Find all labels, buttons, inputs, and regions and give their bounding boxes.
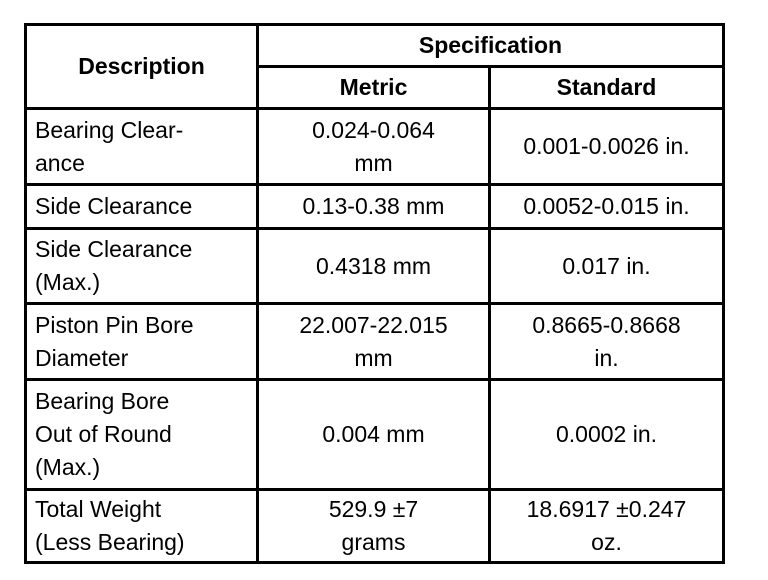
cell-line: ance: [35, 149, 85, 176]
cell-line: Out of Round: [35, 421, 172, 447]
cell-line: (Max.): [35, 269, 101, 295]
header-standard: Standard: [488, 65, 725, 110]
cell-line: 22.007-22.015: [299, 311, 448, 338]
metric-cell: 0.13-0.38 mm: [256, 183, 491, 230]
standard-cell: 0.0052-0.015 in.: [488, 183, 725, 230]
metric-cell: 0.004 mm: [256, 378, 491, 491]
header-metric: Metric: [256, 65, 491, 110]
cell-line: 0.017 in.: [562, 252, 651, 279]
standard-cell: 0.017 in.: [488, 227, 725, 305]
cell-line: 0.024-0.064: [312, 116, 435, 143]
header-description: Description: [24, 23, 259, 110]
metric-cell: 529.9 ±7 grams: [256, 488, 491, 564]
standard-cell: 0.0002 in.: [488, 378, 725, 491]
cell-line: (Max.): [35, 454, 101, 480]
cell-line: grams: [341, 529, 406, 555]
header-specification: Specification: [256, 23, 725, 68]
cell-line: 0.004 mm: [322, 421, 425, 447]
table-body: Bearing Clear-ance 0.024-0.064 mm 0.001-0.0…: [24, 107, 725, 564]
cell-line: mm: [354, 149, 393, 176]
cell-line: Piston Pin Bore: [35, 311, 194, 338]
cell-line: 0.001-0.0026 in.: [523, 133, 690, 159]
cell-line: 18.6917 ±0.247: [526, 496, 687, 522]
table-row: Piston Pin Bore Diameter 22.007-22.015 mm 0.…: [24, 302, 725, 381]
cell-line: Side Clearance: [35, 193, 193, 219]
cell-line: Bearing Bore: [35, 388, 170, 414]
metric-cell: 22.007-22.015 mm: [256, 302, 491, 381]
table-row: Bearing Clear-ance 0.024-0.064 mm 0.001-0.0…: [24, 107, 725, 186]
cell-line: Diameter: [35, 344, 129, 371]
cell-line: 529.9 ±7: [328, 496, 419, 522]
cell-line: 0.4318 mm: [315, 252, 432, 279]
standard-cell: 0.001-0.0026 in.: [488, 107, 725, 186]
table-row: Total Weight (Less Bearing) 529.9 ±7 grams 1…: [24, 488, 725, 564]
table-row: Bearing Bore Out of Round (Max.) 0.004 mm 0.…: [24, 378, 725, 491]
table-row: Side Clearance (Max.) 0.4318 mm 0.017 in.: [24, 227, 725, 305]
metric-cell: 0.024-0.064 mm: [256, 107, 491, 186]
cell-line: 0.0002 in.: [555, 421, 658, 447]
cell-line: mm: [354, 344, 393, 371]
description-cell: Side Clearance: [24, 183, 259, 230]
description-cell: Side Clearance (Max.): [24, 227, 259, 305]
cell-line: (Less Bearing): [35, 529, 185, 555]
cell-line: oz.: [591, 529, 622, 555]
cell-line: in.: [594, 344, 619, 371]
cell-line: Bearing Clear-: [35, 116, 184, 143]
spec-table: Description Specification Metric Standar…: [24, 23, 725, 564]
table-row: Side Clearance 0.13-0.38 mm 0.0052-0.015 i…: [24, 183, 725, 230]
description-cell: Bearing Clear-ance: [24, 107, 259, 186]
standard-cell: 18.6917 ±0.247 oz.: [488, 488, 725, 564]
cell-line: Total Weight: [35, 496, 162, 522]
description-cell: Total Weight (Less Bearing): [24, 488, 259, 564]
cell-line: Side Clearance: [35, 236, 193, 262]
description-cell: Piston Pin Bore Diameter: [24, 302, 259, 381]
standard-cell: 0.8665-0.8668 in.: [488, 302, 725, 381]
cell-line: 0.8665-0.8668: [532, 311, 681, 338]
metric-cell: 0.4318 mm: [256, 227, 491, 305]
description-cell: Bearing Bore Out of Round (Max.): [24, 378, 259, 491]
cell-line: 0.13-0.38 mm: [302, 193, 445, 219]
cell-line: 0.0052-0.015 in.: [523, 193, 690, 219]
